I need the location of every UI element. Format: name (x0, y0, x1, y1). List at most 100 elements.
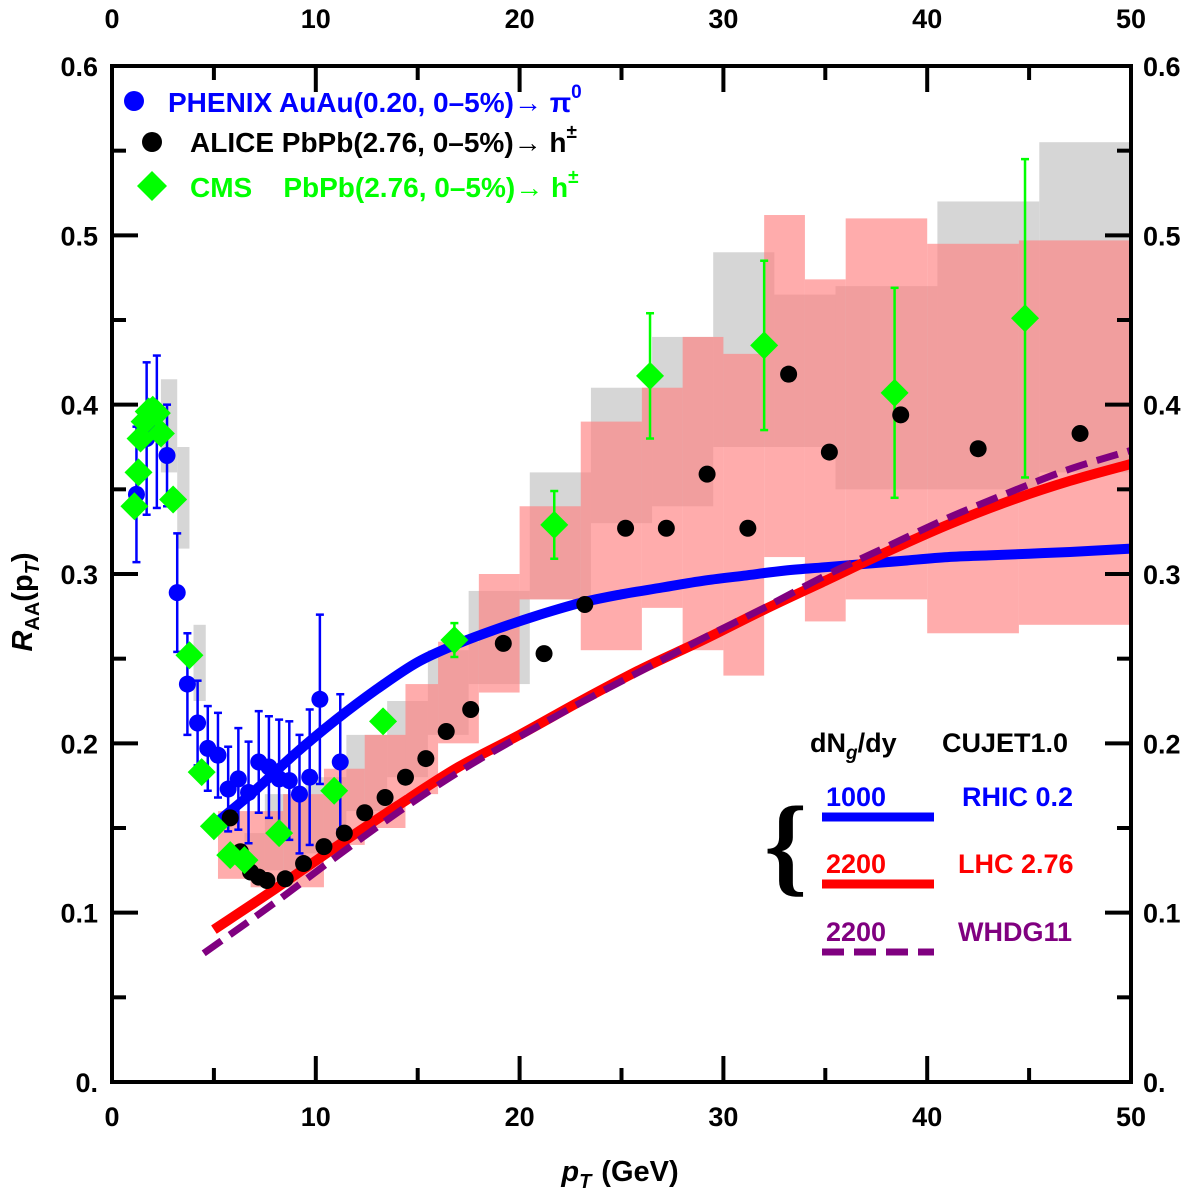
legend-label-cms: CMS PbPb(2.76, 0–5%)→ h± (190, 167, 579, 203)
alice-point-23 (820, 443, 838, 461)
cms-sys-band-16 (927, 243, 1019, 634)
phenix-point-13 (260, 758, 278, 776)
alice-point-4 (258, 871, 276, 889)
curve-2 (201, 447, 1133, 957)
legend-label-rhic: RHIC 0.2 (962, 782, 1073, 812)
alice-point-22 (780, 365, 798, 383)
alice-point-17 (576, 595, 594, 613)
y-ticklabel-left-0: 0. (75, 1068, 98, 1098)
phenix-point-17 (301, 768, 319, 786)
phenix-point-16 (290, 785, 308, 803)
alice-point-6 (295, 855, 313, 873)
x-ticklabel-bottom-40: 40 (912, 1102, 942, 1132)
cms-point-15 (320, 776, 349, 805)
cms-point-20 (750, 331, 779, 360)
x-ticklabel-top-10: 10 (301, 4, 331, 34)
alice-point-21 (739, 519, 757, 537)
legend-label-phenix: PHENIX AuAu(0.20, 0–5%)→ π0 (168, 82, 582, 118)
cms-point-14 (265, 819, 294, 848)
x-ticklabel-bottom-50: 50 (1116, 1102, 1146, 1132)
x-ticklabel-top-30: 30 (708, 4, 738, 34)
cms-point-22 (1011, 304, 1040, 333)
y-ticklabel-left-4: 0.4 (60, 391, 98, 421)
alice-point-18 (617, 519, 635, 537)
alice-point-24 (892, 406, 910, 424)
alice-point-8 (335, 824, 353, 842)
legend-brace: { (764, 784, 807, 906)
alice-point-10 (376, 789, 394, 807)
y-ticklabel-right-2: 0.2 (1143, 729, 1181, 759)
phenix-point-4 (168, 584, 186, 602)
phenix-point-5 (178, 675, 196, 693)
legend-label-alice: ALICE PbPb(2.76, 0–5%)→ h± (190, 122, 577, 158)
phenix-point-10 (229, 770, 247, 788)
phenix-point-6 (189, 714, 207, 732)
cms-point-6 (142, 399, 171, 428)
phenix-point-19 (331, 753, 349, 771)
y-ticklabel-right-5: 0.5 (1143, 221, 1181, 251)
y-ticklabel-right-6: 0.6 (1143, 52, 1181, 82)
alice-point-7 (315, 838, 333, 856)
cms-point-1 (124, 458, 153, 487)
alice-point-11 (396, 768, 414, 786)
legend-marker-phenix (124, 91, 144, 111)
y-ticklabel-left-2: 0.2 (60, 729, 98, 759)
alice-point-25 (969, 440, 987, 458)
cms-sys-band-13 (764, 215, 805, 558)
cms-point-10 (187, 758, 216, 787)
y-ticklabel-left-6: 0.6 (60, 52, 98, 82)
x-axis-title: pT (GeV) (560, 1156, 678, 1193)
x-ticklabel-bottom-0: 0 (104, 1102, 119, 1132)
points-legend: PHENIX AuAu(0.20, 0–5%)→ π0 ALICE PbPb(2… (124, 82, 582, 203)
curve-0 (210, 543, 1132, 829)
alice-point-19 (657, 519, 675, 537)
data-points (120, 304, 1089, 889)
alice-point-14 (462, 700, 480, 718)
x-ticklabel-bottom-10: 10 (301, 1102, 331, 1132)
legend-header-dngdy: dNg/dy (810, 728, 897, 764)
x-ticklabel-bottom-20: 20 (505, 1102, 535, 1132)
alice-point-20 (698, 465, 716, 483)
cms-point-11 (199, 812, 228, 841)
legend-header-cujet: CUJET1.0 (942, 728, 1068, 758)
legend-label-whdg: WHDG11 (958, 917, 1072, 947)
cms-point-16 (369, 707, 398, 736)
alice-point-16 (535, 645, 553, 663)
y-ticklabel-left-5: 0.5 (60, 221, 98, 251)
x-ticklabel-top-0: 0 (104, 4, 119, 34)
phenix-point-3 (158, 446, 176, 464)
model-curves (201, 447, 1133, 957)
phenix-point-11 (240, 783, 258, 801)
cms-sys-band-9 (580, 421, 642, 651)
phenix-point-8 (209, 746, 227, 764)
cms-point-21 (880, 378, 909, 407)
y-ticklabel-right-1: 0.1 (1143, 899, 1181, 929)
alice-point-26 (1071, 424, 1089, 442)
y-ticklabel-left-1: 0.1 (60, 899, 98, 929)
alice-point-13 (437, 722, 455, 740)
phenix-point-15 (280, 772, 298, 790)
legend-num-lhc: 2200 (826, 849, 886, 879)
cms-point-13 (230, 846, 259, 875)
axis-ticks: 0 0 10 10 20 20 30 30 40 40 50 50 0. 0. 0.1 0.1 0.2 0.2 0.… (60, 4, 1180, 1132)
y-ticklabel-right-0: 0. (1143, 1068, 1166, 1098)
x-ticklabel-top-20: 20 (505, 4, 535, 34)
y-ticklabel-right-3: 0.3 (1143, 560, 1181, 590)
cms-point-0 (120, 492, 149, 521)
cms-sys-band-10 (641, 387, 683, 608)
alice-point-5 (276, 870, 294, 888)
cms-point-19 (636, 361, 665, 390)
legend-marker-alice (142, 132, 162, 152)
cms-point-9 (175, 641, 204, 670)
legend-label-lhc: LHC 2.76 (958, 849, 1074, 879)
alice-point-12 (417, 750, 435, 768)
x-ticklabel-top-50: 50 (1116, 4, 1146, 34)
cms-point-8 (159, 485, 188, 514)
curves-legend: dNg/dy CUJET1.0 { 1000 RHIC 0.2 2200 LHC… (764, 728, 1074, 956)
legend-marker-cms (137, 171, 167, 201)
legend-num-whdg: 2200 (826, 917, 886, 947)
alice-point-15 (494, 634, 512, 652)
legend-num-rhic: 1000 (826, 782, 886, 812)
cms-point-18 (540, 510, 569, 539)
